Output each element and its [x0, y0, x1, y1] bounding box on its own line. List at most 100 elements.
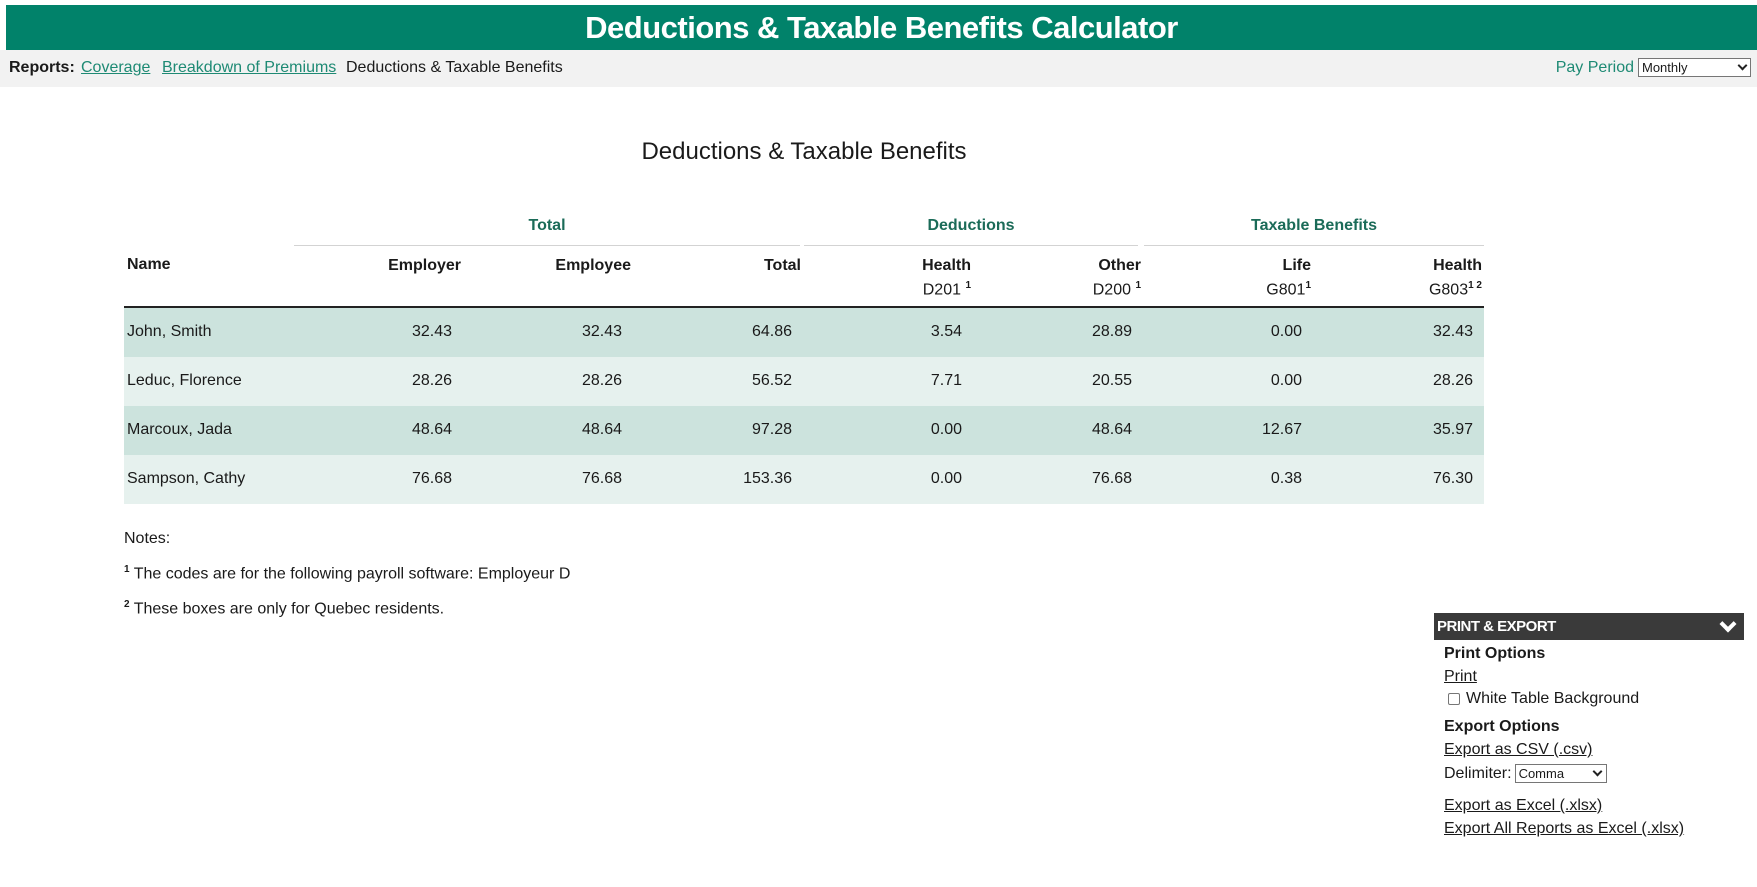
cell-other: 28.89	[1091, 323, 1132, 340]
print-options-heading: Print Options	[1444, 645, 1546, 662]
cell-name: John, Smith	[127, 323, 212, 340]
notes-label: Notes:	[124, 530, 171, 547]
pay-period-value: Monthly	[1642, 60, 1688, 75]
column-header-total-label: Total	[763, 257, 801, 274]
column-header-employer-label: Employer	[388, 257, 461, 274]
chevron-down-icon	[1737, 60, 1748, 71]
cell-employer: 76.68	[411, 470, 452, 487]
cell-health-taxable: 35.97	[1432, 421, 1473, 438]
nav-link-breakdown-of-premiums[interactable]: Breakdown of Premiums	[162, 59, 337, 76]
group-header-taxable-benefits: Taxable Benefits	[1144, 216, 1484, 246]
column-header-health: Health D201 1	[922, 256, 971, 300]
nav-current-report: Deductions & Taxable Benefits	[346, 59, 563, 76]
export-csv-link[interactable]: Export as CSV (.csv)	[1444, 741, 1593, 758]
group-header-total: Total	[294, 216, 800, 246]
reports-nav: Reports: Coverage Breakdown of Premiums …	[0, 50, 1757, 87]
column-code-g801: G801	[1266, 281, 1306, 299]
column-header-employee: Employee	[555, 256, 631, 276]
footnote-marker: 1	[1305, 280, 1311, 291]
delimiter-select[interactable]: Comma	[1514, 764, 1607, 783]
cell-employer: 28.26	[411, 372, 452, 389]
cell-name: Sampson, Cathy	[127, 470, 246, 487]
cell-health: 0.00	[930, 421, 962, 438]
app-title: Deductions & Taxable Benefits Calculator	[6, 5, 1757, 50]
table-row: John, Smith 32.43 32.43 64.86 3.54 28.89…	[124, 308, 1484, 357]
export-all-excel-link[interactable]: Export All Reports as Excel (.xlsx)	[1444, 820, 1685, 837]
column-code-d200: D200	[1092, 281, 1131, 299]
cell-life: 0.38	[1270, 470, 1302, 487]
cell-life: 0.00	[1270, 372, 1302, 389]
cell-total: 56.52	[751, 372, 792, 389]
note-text: These boxes are only for Quebec resident…	[133, 600, 445, 618]
column-header-life: Life G8011	[1266, 256, 1311, 300]
note-item: 2 These boxes are only for Quebec reside…	[124, 589, 570, 624]
column-header-health-taxable-label: Health	[1433, 257, 1482, 274]
cell-other: 76.68	[1091, 470, 1132, 487]
cell-employer: 32.43	[411, 323, 452, 340]
note-text: The codes are for the following payroll …	[133, 565, 571, 583]
table-row: Sampson, Cathy 76.68 76.68 153.36 0.00 7…	[124, 455, 1484, 504]
white-background-option: White Table Background	[1444, 690, 1744, 708]
column-header-employee-label: Employee	[555, 257, 631, 274]
nav-link-coverage[interactable]: Coverage	[81, 59, 151, 76]
cell-other: 20.55	[1091, 372, 1132, 389]
print-export-panel: PRINT & EXPORT Print Options Print White…	[1434, 613, 1744, 838]
cell-health-taxable: 28.26	[1432, 372, 1473, 389]
note-item: 1 The codes are for the following payrol…	[124, 554, 570, 589]
pay-period: Pay Period Monthly	[1556, 58, 1751, 77]
cell-health: 7.71	[930, 372, 962, 389]
print-export-title: PRINT & EXPORT	[1437, 618, 1556, 635]
cell-employee: 48.64	[581, 421, 622, 438]
cell-employer: 48.64	[411, 421, 452, 438]
column-header-life-label: Life	[1282, 257, 1311, 274]
white-background-label: White Table Background	[1466, 690, 1640, 707]
export-excel-link[interactable]: Export as Excel (.xlsx)	[1444, 797, 1603, 814]
footnote-marker: 1	[965, 280, 971, 291]
cell-health: 0.00	[930, 470, 962, 487]
cell-health-taxable: 32.43	[1432, 323, 1473, 340]
delimiter-value: Comma	[1518, 766, 1565, 781]
white-background-checkbox[interactable]	[1448, 693, 1460, 705]
footnote-marker: 1 2	[1468, 280, 1482, 291]
cell-total: 153.36	[743, 470, 792, 487]
column-header-total: Total	[764, 256, 801, 276]
chevron-down-icon	[1592, 766, 1603, 777]
cell-employee: 28.26	[581, 372, 622, 389]
notes: Notes: 1 The codes are for the following…	[124, 523, 570, 625]
cell-total: 64.86	[751, 323, 792, 340]
cell-health-taxable: 76.30	[1432, 470, 1473, 487]
footnote-marker: 2	[124, 599, 130, 611]
print-link[interactable]: Print	[1444, 668, 1477, 685]
cell-other: 48.64	[1091, 421, 1132, 438]
table-body: John, Smith 32.43 32.43 64.86 3.54 28.89…	[124, 308, 1484, 504]
cell-employee: 32.43	[581, 323, 622, 340]
column-code-g803: G803	[1428, 281, 1469, 299]
footnote-marker: 1	[124, 564, 130, 575]
column-header-name: Name	[127, 256, 171, 273]
cell-total: 97.28	[751, 421, 792, 438]
cell-life: 12.67	[1261, 421, 1302, 438]
column-code-d201: D201	[922, 281, 961, 299]
print-export-body: Print Options Print White Table Backgrou…	[1434, 645, 1744, 838]
column-header-other: Other D200 1	[1093, 256, 1141, 300]
export-options-heading: Export Options	[1444, 718, 1560, 735]
column-header-health-label: Health	[922, 257, 971, 274]
report-title: Deductions & Taxable Benefits	[641, 138, 967, 165]
pay-period-select[interactable]: Monthly	[1638, 58, 1751, 77]
table-row: Leduc, Florence 28.26 28.26 56.52 7.71 2…	[124, 357, 1484, 406]
pay-period-label: Pay Period	[1555, 58, 1634, 76]
cell-employee: 76.68	[581, 470, 622, 487]
column-header-other-label: Other	[1098, 257, 1141, 274]
column-header-health-taxable: Health G8031 2	[1429, 256, 1482, 300]
cell-life: 0.00	[1270, 323, 1302, 340]
cell-health: 3.54	[930, 323, 962, 340]
column-header-employer: Employer	[388, 256, 461, 276]
delimiter-option: Delimiter: Comma	[1444, 764, 1744, 783]
group-header-deductions: Deductions	[804, 216, 1138, 246]
cell-name: Marcoux, Jada	[127, 421, 232, 438]
footnote-marker: 1	[1135, 280, 1141, 291]
cell-name: Leduc, Florence	[127, 372, 242, 389]
chevron-down-icon[interactable]	[1719, 615, 1737, 633]
print-export-header[interactable]: PRINT & EXPORT	[1434, 613, 1744, 640]
table-row: Marcoux, Jada 48.64 48.64 97.28 0.00 48.…	[124, 406, 1484, 455]
